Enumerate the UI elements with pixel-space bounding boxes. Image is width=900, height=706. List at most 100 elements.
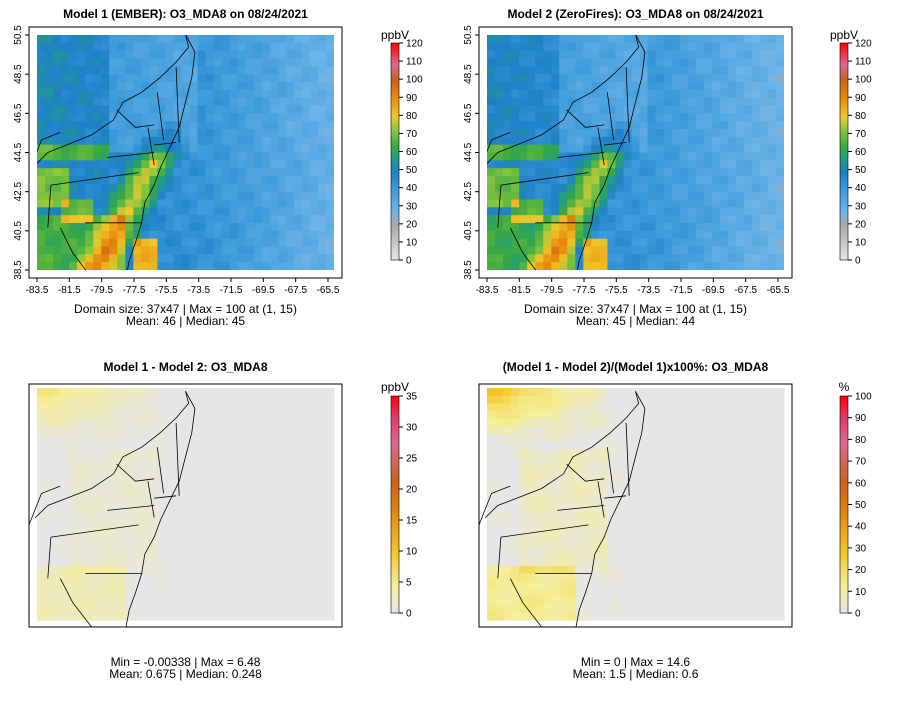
heatmap-cell <box>141 105 150 114</box>
heatmap-cell <box>559 42 568 52</box>
heatmap-cell <box>157 411 167 420</box>
heatmap-cell <box>237 152 247 161</box>
colorbar-tick-label: 70 <box>406 129 418 140</box>
heatmap-cell <box>197 113 207 122</box>
heatmap-cell <box>293 262 303 270</box>
heatmap-cell <box>285 176 295 185</box>
heatmap-cell <box>117 254 126 263</box>
heatmap-cell <box>261 50 271 60</box>
heatmap-cell <box>487 58 496 67</box>
heatmap-cell <box>149 480 159 490</box>
stats-line-2: Mean: 1.5 | Median: 0.6 <box>573 667 699 681</box>
heatmap-cell <box>599 215 609 224</box>
heatmap-cell <box>535 238 544 248</box>
heatmap-cell <box>125 160 134 169</box>
heatmap-cell <box>639 246 649 255</box>
heatmap-cell <box>165 113 175 122</box>
heatmap-cell <box>309 105 319 114</box>
heatmap-cell <box>141 418 150 428</box>
heatmap-cell <box>695 238 705 248</box>
heatmap-cell <box>69 74 78 83</box>
heatmap-cell <box>61 604 70 613</box>
heatmap-cell <box>101 191 110 201</box>
heatmap-cell <box>253 199 263 208</box>
heatmap-cell <box>767 144 777 154</box>
heatmap-cell <box>567 550 576 559</box>
heatmap-cell <box>237 35 247 44</box>
heatmap-cell <box>543 160 552 169</box>
heatmap-cell <box>727 144 737 154</box>
heatmap-cell <box>679 207 689 216</box>
heatmap-cell <box>93 426 102 435</box>
heatmap-cell <box>61 542 70 551</box>
heatmap-cell <box>727 152 737 161</box>
heatmap-cell <box>591 565 600 575</box>
heatmap-cell <box>165 42 175 52</box>
heatmap-cell <box>37 488 46 497</box>
colorbar-tick-label: 60 <box>855 147 867 158</box>
heatmap-cell <box>719 183 729 193</box>
heatmap-cell <box>245 262 255 270</box>
heatmap-cell <box>301 246 311 255</box>
heatmap-cell <box>519 199 528 208</box>
state-border <box>625 422 630 496</box>
heatmap-cell <box>743 223 753 232</box>
heatmap-cell <box>527 152 536 161</box>
heatmap-cell <box>53 612 62 621</box>
heatmap-cell <box>253 262 263 270</box>
heatmap-cell <box>567 388 576 397</box>
heatmap-cell <box>245 66 255 75</box>
heatmap-cell <box>149 418 159 428</box>
heatmap-cell <box>719 136 729 146</box>
heatmap-cell <box>125 403 134 412</box>
heatmap-cell <box>495 589 504 598</box>
heatmap-cell <box>615 262 625 270</box>
heatmap-cell <box>631 89 641 99</box>
heatmap-cell <box>53 254 62 263</box>
heatmap-cell <box>109 160 118 169</box>
heatmap-cell <box>503 511 512 521</box>
colorbar-tick-label: 70 <box>855 129 867 140</box>
heatmap-cell <box>663 42 673 52</box>
heatmap-cell <box>495 89 504 99</box>
heatmap-cell <box>639 121 649 130</box>
heatmap-cell <box>45 230 54 240</box>
heatmap-cell <box>503 527 512 536</box>
heatmap-cell <box>125 152 134 161</box>
heatmap-cell <box>77 395 86 405</box>
heatmap-cell <box>157 519 167 528</box>
heatmap-cell <box>511 66 520 75</box>
heatmap-cell <box>165 191 175 201</box>
heatmap-cell <box>487 534 496 544</box>
heatmap-cell <box>109 66 118 75</box>
heatmap-cell <box>85 418 94 428</box>
heatmap-cell <box>141 581 150 590</box>
heatmap-cell <box>85 144 94 154</box>
heatmap-cell <box>567 488 576 497</box>
heatmap-cell <box>37 191 46 201</box>
heatmap-cell <box>567 254 576 263</box>
colorbar-tick-label: 20 <box>406 219 418 230</box>
heatmap-cell <box>631 42 641 52</box>
heatmap-cell <box>141 496 150 505</box>
heatmap-cell <box>615 223 625 232</box>
heatmap-cell <box>61 589 70 598</box>
heatmap-cell <box>607 254 617 263</box>
heatmap-cell <box>157 457 167 466</box>
map-outline <box>37 35 196 270</box>
heatmap-cell <box>117 473 126 482</box>
heatmap-cell <box>775 168 784 177</box>
heatmap-cell <box>149 152 159 161</box>
heatmap-cell <box>253 238 263 248</box>
heatmap-cell <box>695 176 705 185</box>
heatmap-cell <box>85 254 94 263</box>
heatmap-cell <box>309 246 319 255</box>
heatmap-cell <box>117 581 126 590</box>
heatmap-cell <box>301 230 311 240</box>
heatmap-cell <box>197 152 207 161</box>
heatmap-cell <box>229 42 239 52</box>
heatmap-cell <box>293 254 303 263</box>
heatmap-cell <box>93 457 102 466</box>
heatmap-cell <box>205 136 215 146</box>
heatmap-cell <box>551 504 560 513</box>
